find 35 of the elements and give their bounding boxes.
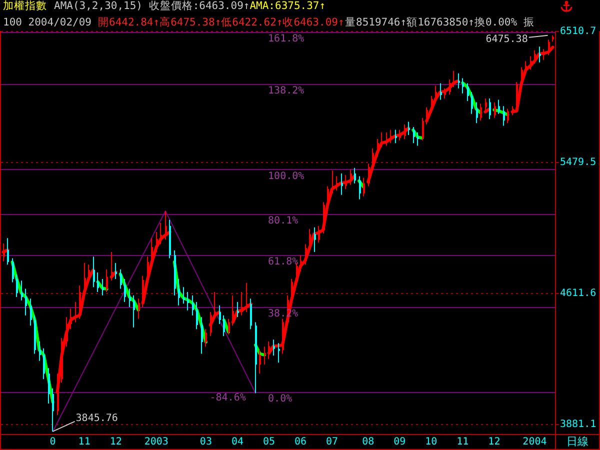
annotation: 6475.38 xyxy=(486,34,528,45)
x-tick-label: 11 xyxy=(78,436,90,448)
x-tick-label: 07 xyxy=(326,436,338,448)
x-tick-label: 03 xyxy=(200,436,212,448)
x-tick-label: 04 xyxy=(231,436,244,448)
x-tick-label: 05 xyxy=(262,436,276,448)
text: AMA:6375.37↑ xyxy=(250,0,326,12)
annotation: 0.0% xyxy=(268,394,292,405)
x-tick-label: 06 xyxy=(294,436,307,448)
text: 量8519746↑額16763850↑換0.00% 振 xyxy=(345,16,534,29)
x-tick-label: 10 xyxy=(425,436,438,448)
annotation: 138.2% xyxy=(268,86,304,97)
y-tick-label: 6510.7 xyxy=(560,26,596,37)
x-tick-label: 09 xyxy=(394,436,406,448)
annotation: 61.8% xyxy=(268,256,298,268)
text: 開6442.84↑高6475.38↑低6422.62↑收6463.09↑ xyxy=(98,16,344,29)
x-tick-label: 2003 xyxy=(144,436,168,448)
chart-title: 加權指數 xyxy=(3,0,47,12)
x-tick-label: 0 xyxy=(50,436,56,448)
annotation: -84.6% xyxy=(210,392,246,404)
x-tick-label: 2004 xyxy=(522,436,547,448)
x-tick-label: 11 xyxy=(456,436,469,448)
annotation: 161.8% xyxy=(268,34,304,45)
annotation: 3845.76 xyxy=(76,413,118,424)
y-tick-label: 4611.6 xyxy=(560,288,596,300)
annotation: 80.1% xyxy=(268,216,298,227)
annotation: 100.0% xyxy=(268,170,304,182)
y-tick-label: 5479.5 xyxy=(560,156,596,168)
chart-subtitle: AMA(3,2,30,15) 收盤價格:6463.09↑ xyxy=(54,0,250,12)
text: 100 2004/02/09 xyxy=(3,16,92,29)
x-tick-label: 12 xyxy=(110,436,122,448)
text: 日線 xyxy=(566,434,588,448)
y-tick-label: 3881.1 xyxy=(560,419,596,430)
x-tick-label: 12 xyxy=(488,436,500,448)
x-tick-label: 08 xyxy=(362,436,374,448)
